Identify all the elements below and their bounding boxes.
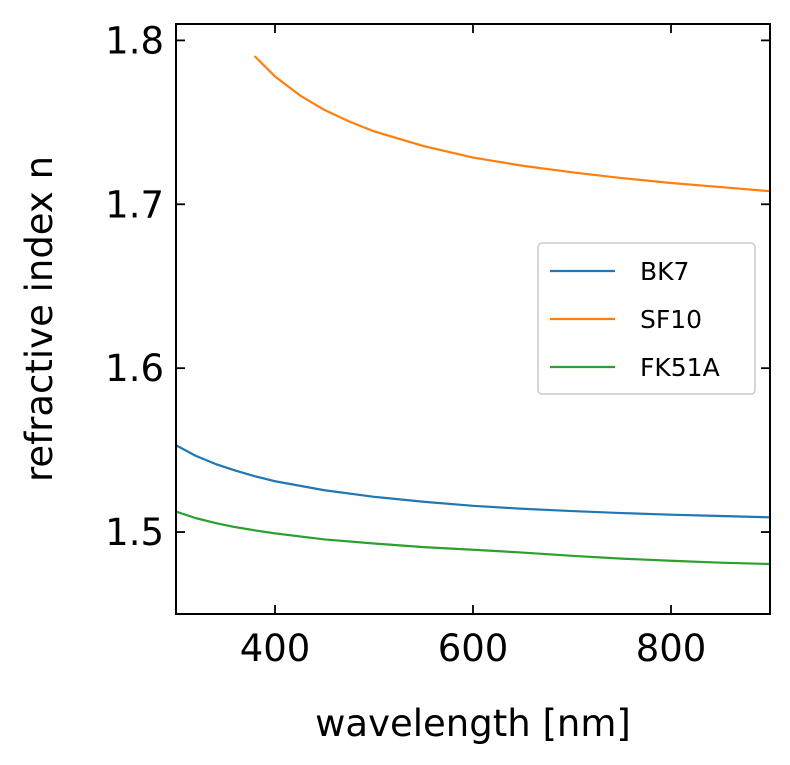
x-tick-label: 400 bbox=[240, 627, 311, 670]
series-layer bbox=[176, 55, 770, 566]
y-tick-label: 1.8 bbox=[105, 19, 164, 62]
series-line-bk7 bbox=[176, 444, 770, 519]
series-line-fk51a bbox=[176, 510, 770, 566]
y-tick-label: 1.7 bbox=[105, 183, 164, 226]
x-axis-label: wavelength [nm] bbox=[315, 702, 631, 745]
y-axis-label: refractive index n bbox=[18, 156, 61, 482]
legend-label-fk51a: FK51A bbox=[640, 353, 720, 382]
x-tick-label: 800 bbox=[636, 627, 707, 670]
y-tick-label: 1.6 bbox=[105, 347, 164, 390]
ticks-layer bbox=[176, 24, 770, 614]
legend-label-bk7: BK7 bbox=[640, 257, 689, 286]
y-tick-label: 1.5 bbox=[105, 511, 164, 554]
series-line-sf10 bbox=[254, 55, 770, 193]
x-tick-label: 600 bbox=[438, 627, 509, 670]
legend: BK7 SF10 FK51A bbox=[537, 242, 756, 395]
legend-box bbox=[537, 242, 756, 395]
tick-labels: 400 600 800 1.5 1.6 1.7 1.8 bbox=[105, 19, 706, 670]
legend-label-sf10: SF10 bbox=[640, 305, 702, 334]
